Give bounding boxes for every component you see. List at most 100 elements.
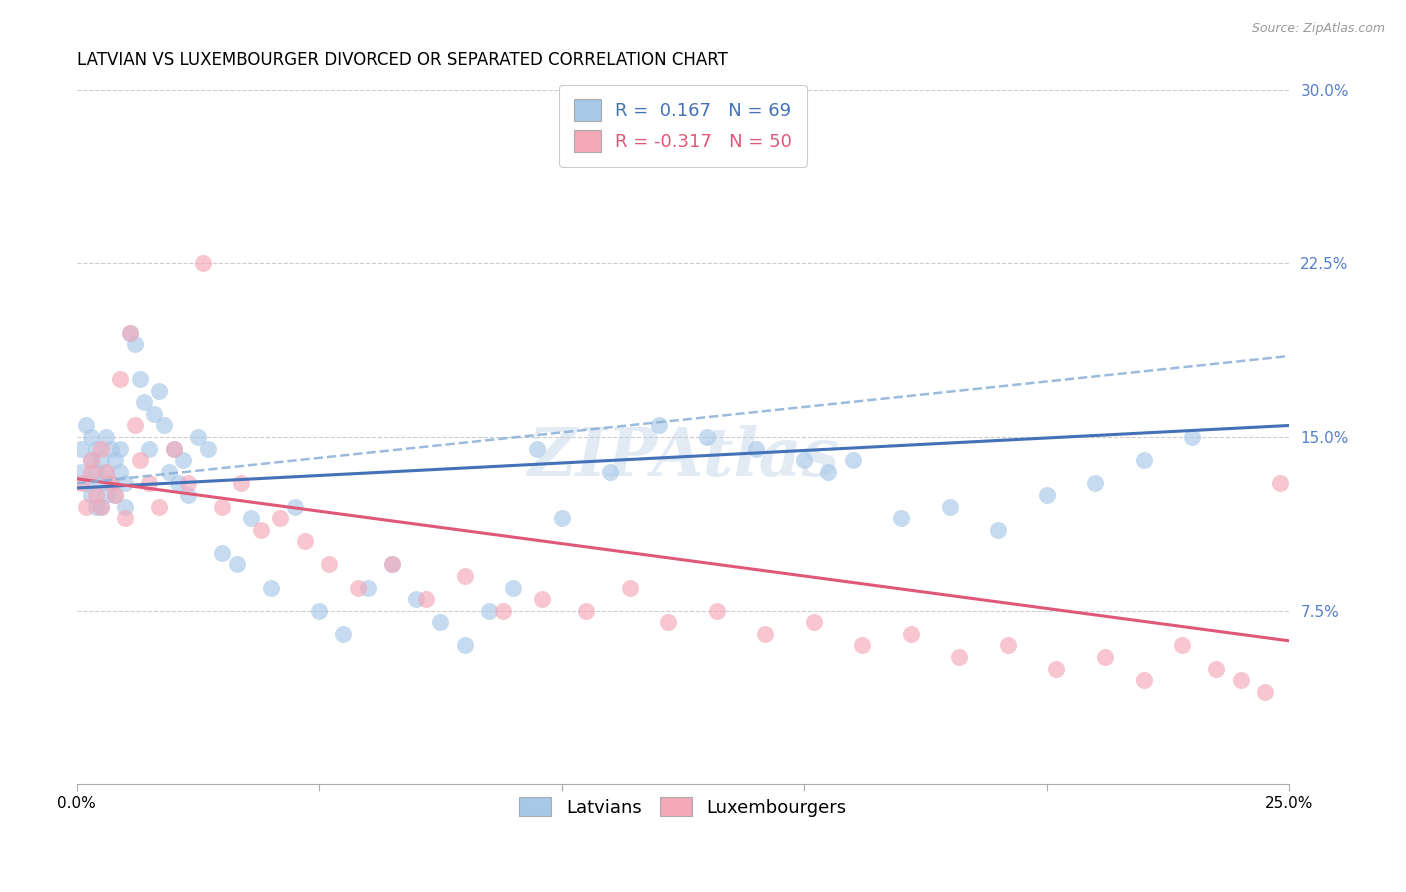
Point <box>890 511 912 525</box>
Point <box>167 476 190 491</box>
Point <box>1181 430 1204 444</box>
Point <box>332 627 354 641</box>
Point <box>75 418 97 433</box>
Point <box>94 465 117 479</box>
Point <box>153 418 176 433</box>
Point <box>347 581 370 595</box>
Point <box>80 488 103 502</box>
Point <box>118 326 141 340</box>
Point <box>948 650 970 665</box>
Point <box>1268 476 1291 491</box>
Point <box>803 615 825 630</box>
Point <box>706 604 728 618</box>
Point <box>754 627 776 641</box>
Point <box>356 581 378 595</box>
Point <box>80 465 103 479</box>
Point <box>75 500 97 514</box>
Point <box>104 488 127 502</box>
Point <box>94 430 117 444</box>
Point <box>172 453 194 467</box>
Point <box>124 337 146 351</box>
Point <box>114 476 136 491</box>
Point <box>177 476 200 491</box>
Point <box>148 500 170 514</box>
Point <box>90 500 112 514</box>
Point <box>599 465 621 479</box>
Point <box>162 442 184 456</box>
Point <box>70 465 93 479</box>
Point <box>502 581 524 595</box>
Text: LATVIAN VS LUXEMBOURGER DIVORCED OR SEPARATED CORRELATION CHART: LATVIAN VS LUXEMBOURGER DIVORCED OR SEPA… <box>76 51 727 69</box>
Point <box>80 430 103 444</box>
Point <box>108 442 131 456</box>
Point <box>94 465 117 479</box>
Point <box>104 453 127 467</box>
Text: ZIPAtlas: ZIPAtlas <box>527 425 839 491</box>
Point <box>550 511 572 525</box>
Point <box>70 442 93 456</box>
Point <box>70 476 93 491</box>
Point <box>987 523 1010 537</box>
Point <box>157 465 180 479</box>
Point <box>575 604 598 618</box>
Point <box>851 639 873 653</box>
Point <box>619 581 641 595</box>
Point <box>1132 673 1154 688</box>
Point <box>453 569 475 583</box>
Point <box>138 476 160 491</box>
Point <box>841 453 863 467</box>
Point <box>124 418 146 433</box>
Point <box>177 488 200 502</box>
Point <box>197 442 219 456</box>
Point <box>90 453 112 467</box>
Point <box>104 488 127 502</box>
Point <box>1084 476 1107 491</box>
Point <box>308 604 330 618</box>
Point <box>381 558 404 572</box>
Point <box>647 418 669 433</box>
Point <box>191 256 214 270</box>
Point <box>1171 639 1194 653</box>
Point <box>84 488 107 502</box>
Point <box>696 430 718 444</box>
Point <box>1254 685 1277 699</box>
Point <box>478 604 501 618</box>
Point <box>211 500 233 514</box>
Point <box>231 476 253 491</box>
Point <box>90 500 112 514</box>
Point <box>817 465 839 479</box>
Point <box>187 430 209 444</box>
Point <box>134 395 156 409</box>
Point <box>100 476 122 491</box>
Point <box>75 476 97 491</box>
Point <box>531 592 554 607</box>
Point <box>138 442 160 456</box>
Point <box>1094 650 1116 665</box>
Point <box>162 442 184 456</box>
Point <box>148 384 170 398</box>
Point <box>294 534 316 549</box>
Point <box>240 511 263 525</box>
Point <box>118 326 141 340</box>
Point <box>90 476 112 491</box>
Point <box>84 442 107 456</box>
Point <box>793 453 815 467</box>
Point <box>526 442 548 456</box>
Point <box>492 604 515 618</box>
Point <box>80 453 103 467</box>
Text: Source: ZipAtlas.com: Source: ZipAtlas.com <box>1251 22 1385 36</box>
Point <box>108 372 131 386</box>
Point <box>318 558 340 572</box>
Point <box>900 627 922 641</box>
Point <box>128 453 150 467</box>
Point <box>225 558 247 572</box>
Point <box>284 500 307 514</box>
Point <box>453 639 475 653</box>
Point <box>114 500 136 514</box>
Point <box>108 465 131 479</box>
Point <box>100 476 122 491</box>
Point <box>100 442 122 456</box>
Point <box>84 465 107 479</box>
Legend: Latvians, Luxembourgers: Latvians, Luxembourgers <box>512 790 853 824</box>
Point <box>269 511 291 525</box>
